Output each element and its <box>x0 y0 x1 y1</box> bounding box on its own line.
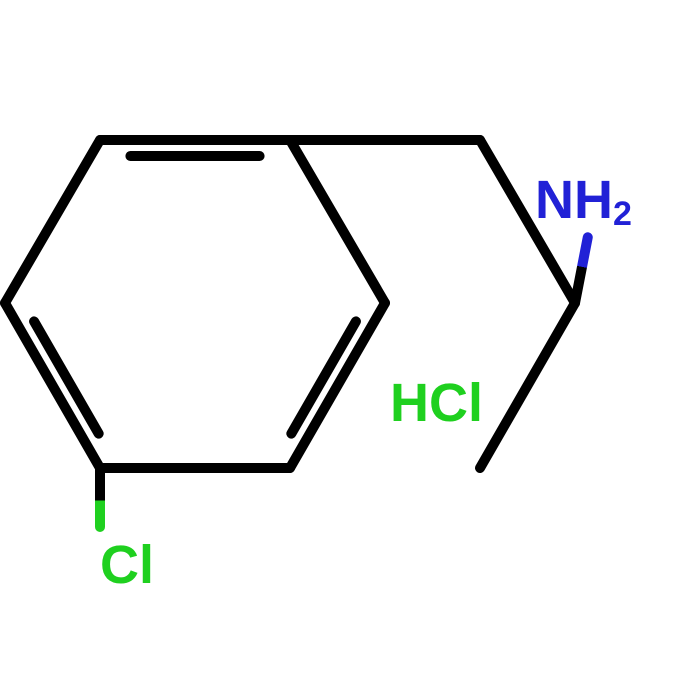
label-nh2: NH2 <box>535 170 632 233</box>
bonds <box>5 140 588 527</box>
atom-labels: NH2 Cl HCl <box>100 170 632 595</box>
label-cl: Cl <box>100 535 154 595</box>
label-hcl: HCl <box>390 373 483 433</box>
molecule-diagram: NH2 Cl HCl <box>0 0 700 700</box>
